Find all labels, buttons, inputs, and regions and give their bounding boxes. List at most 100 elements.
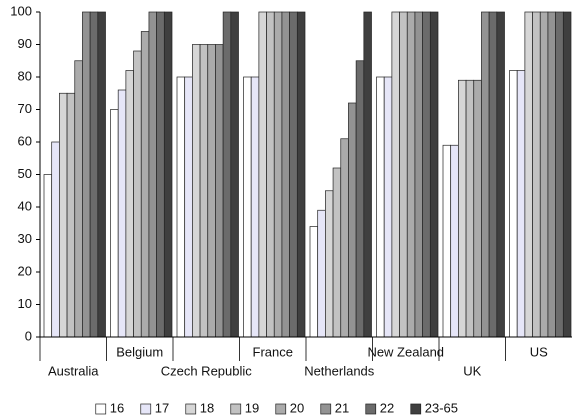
bar [488, 11, 498, 338]
y-tick-label: 90 [18, 36, 32, 51]
bar [376, 76, 385, 338]
bar [422, 11, 431, 338]
y-tick-label: 100 [10, 3, 32, 18]
bar [363, 11, 372, 338]
bar [524, 11, 533, 338]
bar [176, 76, 186, 338]
bar [414, 11, 423, 338]
legend-label: 22 [380, 400, 394, 415]
bar [133, 50, 142, 338]
x-tick-label: UK [463, 363, 481, 378]
x-tick-label: France [253, 344, 293, 359]
bar [516, 70, 526, 338]
bar [442, 144, 452, 338]
legend-swatch [140, 403, 152, 415]
legend-swatch [410, 403, 422, 415]
y-tick-label: 30 [18, 231, 32, 246]
bar [258, 11, 267, 338]
bar [496, 11, 505, 338]
legend-label: 20 [290, 400, 304, 415]
bar [399, 11, 408, 338]
bar [555, 11, 564, 338]
bar [539, 11, 549, 338]
legend-swatch [95, 403, 107, 415]
bar [163, 11, 173, 338]
bar [340, 138, 349, 338]
bar [532, 11, 541, 338]
bar [391, 11, 400, 338]
legend-swatch [230, 403, 242, 415]
legend-label: 16 [110, 400, 124, 415]
x-tick-label: Belgium [116, 344, 163, 359]
bar [250, 76, 260, 338]
bar [355, 60, 365, 338]
bar [192, 44, 201, 338]
y-tick-label: 40 [18, 198, 32, 213]
bar [215, 44, 224, 338]
bar [450, 144, 459, 338]
bar [222, 11, 232, 338]
bar [465, 79, 475, 338]
x-tick-label: Netherlands [304, 363, 375, 378]
bar [429, 11, 439, 338]
bar [547, 11, 556, 338]
x-tick-label: US [530, 344, 548, 359]
bar [110, 109, 119, 338]
bar [156, 11, 165, 338]
x-tick-label: Czech Republic [161, 363, 253, 378]
bar [325, 190, 334, 338]
bar [481, 11, 490, 338]
bar [562, 11, 572, 338]
bar [266, 11, 275, 338]
bar [125, 70, 134, 338]
y-tick-label: 70 [18, 101, 32, 116]
bar [473, 79, 482, 338]
bar [207, 44, 216, 338]
bar [281, 11, 290, 338]
bar [117, 89, 127, 338]
bar [509, 70, 518, 338]
bar [184, 76, 193, 338]
legend-label: 19 [245, 400, 259, 415]
bar [309, 226, 319, 338]
legend-swatch [185, 403, 197, 415]
y-tick-label: 0 [25, 328, 32, 343]
bar [89, 11, 99, 338]
bar [59, 92, 68, 338]
y-tick-label: 20 [18, 263, 32, 278]
bar [230, 11, 239, 338]
legend-swatch [365, 403, 377, 415]
bar [43, 174, 53, 338]
bar [243, 76, 252, 338]
legend-label: 21 [335, 400, 349, 415]
bar [289, 11, 298, 338]
bar [66, 92, 76, 338]
bar [458, 79, 467, 338]
bar [406, 11, 416, 338]
bar [199, 44, 209, 338]
bar [97, 11, 106, 338]
bar [82, 11, 91, 338]
y-tick-label: 80 [18, 68, 32, 83]
bar [273, 11, 283, 338]
y-tick-label: 10 [18, 296, 32, 311]
legend-swatch [275, 403, 287, 415]
bar [348, 102, 357, 338]
legend-swatch [320, 403, 332, 415]
x-tick-label: New Zealand [367, 344, 444, 359]
bar [140, 31, 150, 338]
bar [296, 11, 306, 338]
bar [51, 141, 60, 338]
x-tick-label: Australia [48, 363, 99, 378]
bar [332, 167, 342, 338]
legend-label: 23-65 [425, 400, 458, 415]
legend-label: 18 [200, 400, 214, 415]
legend-label: 17 [155, 400, 169, 415]
y-tick-label: 50 [18, 166, 32, 181]
bar [74, 60, 83, 338]
bar [317, 209, 326, 338]
y-tick-label: 60 [18, 133, 32, 148]
bar [148, 11, 157, 338]
